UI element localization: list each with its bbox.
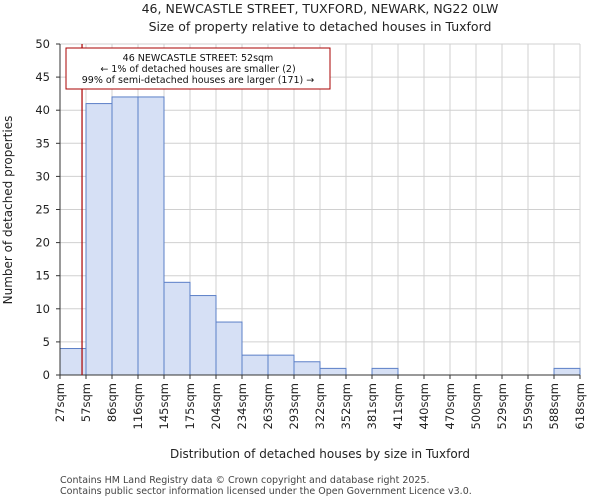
x-tick-label: 175sqm — [183, 383, 197, 429]
y-tick-label: 35 — [35, 136, 50, 150]
y-tick-label: 40 — [35, 103, 50, 117]
x-tick-label: 204sqm — [209, 383, 223, 429]
x-tick-label: 440sqm — [417, 383, 431, 429]
x-tick-label: 57sqm — [79, 383, 93, 422]
y-tick-label: 5 — [43, 335, 50, 349]
x-tick-label: 116sqm — [131, 383, 145, 429]
bar — [85, 103, 113, 376]
annotation-line: 99% of semi-detached houses are larger (… — [82, 75, 315, 86]
y-tick-label: 30 — [35, 169, 50, 183]
bar — [215, 321, 243, 376]
annotation: 46 NEWCASTLE STREET: 52sqm← 1% of detach… — [65, 47, 331, 90]
bar — [293, 361, 321, 376]
bar — [163, 281, 191, 376]
bar — [371, 367, 399, 376]
x-tick-label: 322sqm — [313, 383, 327, 429]
x-tick-label: 86sqm — [105, 383, 119, 422]
x-axis-label: Distribution of detached houses by size … — [170, 447, 470, 461]
y-axis-label: Number of detached properties — [1, 116, 15, 305]
footer-line-1: Contains HM Land Registry data © Crown c… — [60, 475, 430, 486]
chart-subtitle: Size of property relative to detached ho… — [149, 19, 492, 34]
x-tick-label: 352sqm — [339, 383, 353, 429]
x-tick-label: 145sqm — [157, 383, 171, 429]
x-tick-label: 234sqm — [235, 383, 249, 429]
x-tick-label: 529sqm — [495, 383, 509, 429]
x-tick-label: 411sqm — [391, 383, 405, 429]
y-tick-labels: 0 5 10 15 20 25 30 35 40 45 50 — [35, 37, 60, 382]
bar — [319, 367, 347, 376]
y-tick-label: 45 — [35, 70, 50, 84]
bar — [553, 367, 581, 376]
y-tick-label: 50 — [35, 37, 50, 51]
x-tick-label: 381sqm — [365, 383, 379, 429]
annotation-box — [65, 47, 331, 90]
annotation-line: 46 NEWCASTLE STREET: 52sqm — [123, 53, 274, 64]
x-tick-label: 293sqm — [287, 383, 301, 429]
y-tick-label: 15 — [35, 269, 50, 283]
annotation-line: ← 1% of detached houses are smaller (2) — [100, 64, 295, 75]
chart-title: 46, NEWCASTLE STREET, TUXFORD, NEWARK, N… — [142, 1, 499, 16]
x-tick-labels: 27sqm 57sqm 86sqm 116sqm 145sqm 175sqm 204sqm 2… — [53, 375, 587, 429]
bar — [189, 295, 217, 376]
footer-line-2: Contains public sector information licen… — [60, 486, 472, 497]
bar — [137, 96, 165, 376]
bars — [59, 96, 581, 376]
bar — [241, 354, 269, 376]
y-tick-label: 20 — [35, 236, 50, 250]
y-tick-label: 10 — [35, 302, 50, 316]
x-tick-label: 470sqm — [443, 383, 457, 429]
x-tick-label: 559sqm — [521, 383, 535, 429]
y-tick-label: 0 — [43, 368, 50, 382]
x-tick-label: 263sqm — [261, 383, 275, 429]
bar — [111, 96, 139, 376]
x-tick-label: 500sqm — [469, 383, 483, 429]
y-tick-label: 25 — [35, 203, 50, 217]
x-tick-label: 27sqm — [53, 383, 67, 422]
x-tick-label: 618sqm — [573, 383, 587, 429]
bar — [267, 354, 295, 376]
x-tick-label: 588sqm — [547, 383, 561, 429]
